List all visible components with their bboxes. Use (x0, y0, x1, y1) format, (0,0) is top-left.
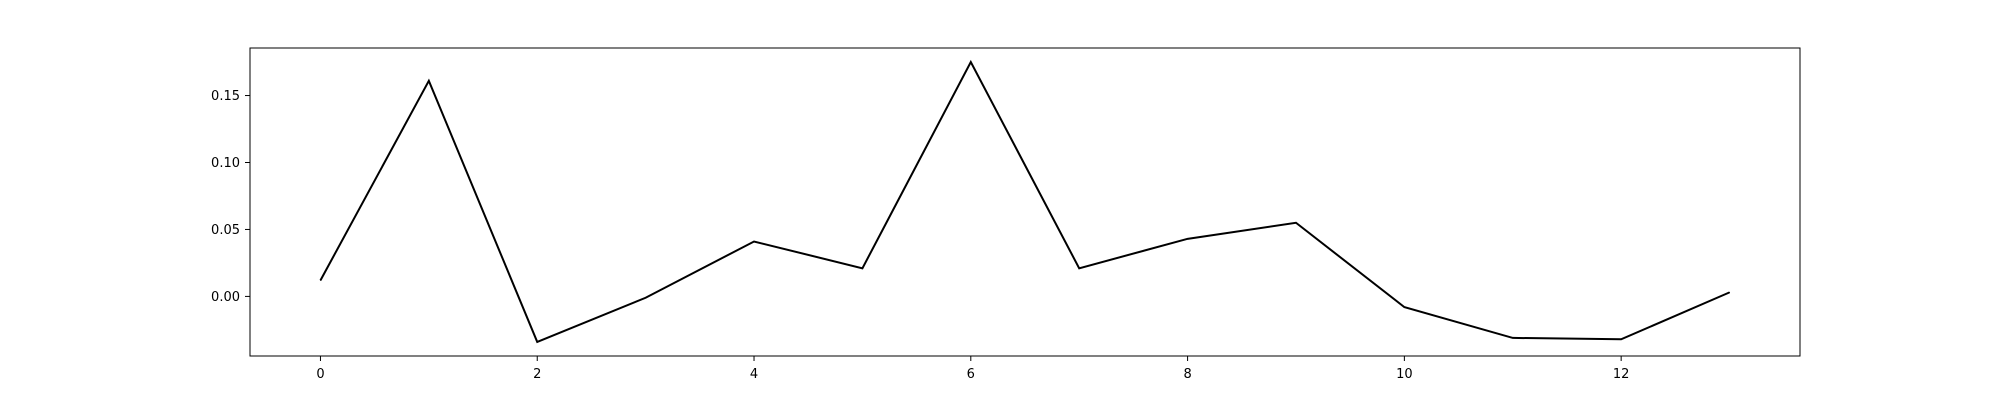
data-point (319, 279, 321, 281)
data-point (753, 241, 755, 243)
y-tick-label: 0.00 (211, 290, 240, 305)
x-tick-label: 4 (750, 367, 758, 382)
data-point (428, 80, 430, 82)
x-tick-label: 2 (533, 367, 541, 382)
data-point (1620, 338, 1622, 340)
data-point (1729, 291, 1731, 293)
y-tick-label: 0.10 (211, 156, 240, 171)
x-axis: 0 2 4 6 8 10 12 (316, 356, 1629, 382)
y-tick-label: 0.15 (211, 89, 240, 104)
data-point (536, 341, 538, 343)
x-tick-label: 12 (1613, 367, 1630, 382)
plot-frame (249, 47, 1801, 357)
series-line (319, 59, 1730, 344)
x-tick-label: 8 (1183, 367, 1191, 382)
y-tick-label: 0.05 (211, 223, 240, 238)
data-point (861, 267, 863, 269)
data-point (1512, 337, 1514, 339)
x-tick-label: 0 (316, 367, 324, 382)
data-point (1295, 222, 1297, 224)
series-layer (319, 59, 1731, 344)
data-point (645, 297, 647, 299)
data-point (1187, 238, 1189, 240)
y-axis: 0.00 0.05 0.10 0.15 (211, 89, 250, 305)
x-tick-label: 6 (967, 367, 975, 382)
x-tick-label: 10 (1396, 367, 1413, 382)
data-point (1403, 306, 1405, 308)
data-point (970, 61, 972, 63)
data-point (1078, 267, 1080, 269)
